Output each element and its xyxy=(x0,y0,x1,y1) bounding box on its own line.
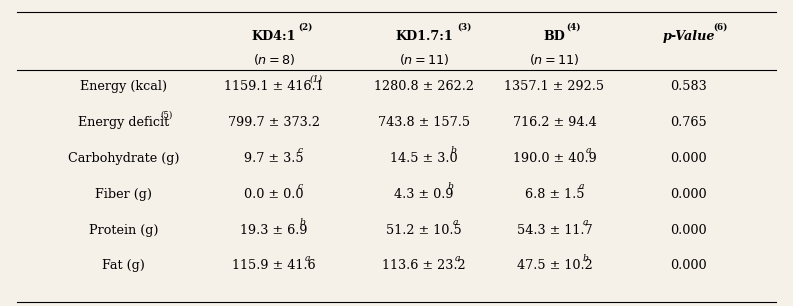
Text: 799.7 ± 373.2: 799.7 ± 373.2 xyxy=(228,116,320,129)
Text: (6): (6) xyxy=(714,22,728,31)
Text: 51.2 ± 10.5: 51.2 ± 10.5 xyxy=(386,223,462,237)
Text: (2): (2) xyxy=(298,22,312,31)
Text: $(n = 11)$: $(n = 11)$ xyxy=(529,51,580,66)
Text: KD4:1: KD4:1 xyxy=(251,30,297,43)
Text: b: b xyxy=(450,146,456,155)
Text: Fat (g): Fat (g) xyxy=(102,259,145,272)
Text: 1280.8 ± 262.2: 1280.8 ± 262.2 xyxy=(374,80,474,93)
Text: 14.5 ± 3.0: 14.5 ± 3.0 xyxy=(390,152,458,165)
Text: b: b xyxy=(583,254,588,263)
Text: c: c xyxy=(298,146,303,155)
Text: Carbohydrate (g): Carbohydrate (g) xyxy=(68,152,180,165)
Text: 6.8 ± 1.5: 6.8 ± 1.5 xyxy=(525,188,584,201)
Text: 4.3 ± 0.9: 4.3 ± 0.9 xyxy=(394,188,454,201)
Text: 115.9 ± 41.6: 115.9 ± 41.6 xyxy=(232,259,316,272)
Text: 0.000: 0.000 xyxy=(671,259,707,272)
Text: 716.2 ± 94.4: 716.2 ± 94.4 xyxy=(512,116,596,129)
Text: (1): (1) xyxy=(309,75,323,84)
Text: 0.583: 0.583 xyxy=(671,80,707,93)
Text: c: c xyxy=(298,182,303,191)
Text: Fiber (g): Fiber (g) xyxy=(95,188,152,201)
Text: 0.000: 0.000 xyxy=(671,152,707,165)
Text: a: a xyxy=(453,218,458,227)
Text: 1357.1 ± 292.5: 1357.1 ± 292.5 xyxy=(504,80,604,93)
Text: p-Value: p-Value xyxy=(663,30,715,43)
Text: Energy (kcal): Energy (kcal) xyxy=(80,80,167,93)
Text: b: b xyxy=(448,182,454,191)
Text: 0.000: 0.000 xyxy=(671,188,707,201)
Text: a: a xyxy=(455,254,460,263)
Text: 743.8 ± 157.5: 743.8 ± 157.5 xyxy=(378,116,470,129)
Text: 190.0 ± 40.9: 190.0 ± 40.9 xyxy=(512,152,596,165)
Text: 113.6 ± 23.2: 113.6 ± 23.2 xyxy=(382,259,466,272)
Text: Protein (g): Protein (g) xyxy=(89,223,159,237)
Text: a: a xyxy=(585,146,591,155)
Text: a: a xyxy=(305,254,310,263)
Text: (5): (5) xyxy=(160,110,172,120)
Text: 19.3 ± 6.9: 19.3 ± 6.9 xyxy=(240,223,308,237)
Text: (4): (4) xyxy=(566,22,580,31)
Text: $(n = 11)$: $(n = 11)$ xyxy=(399,51,450,66)
Text: a: a xyxy=(583,218,588,227)
Text: (3): (3) xyxy=(458,22,472,31)
Text: 0.765: 0.765 xyxy=(671,116,707,129)
Text: Energy deficit: Energy deficit xyxy=(79,116,170,129)
Text: a: a xyxy=(578,182,584,191)
Text: b: b xyxy=(300,218,306,227)
Text: 1159.1 ± 416.1: 1159.1 ± 416.1 xyxy=(224,80,324,93)
Text: KD1.7:1: KD1.7:1 xyxy=(395,30,453,43)
Text: 0.000: 0.000 xyxy=(671,223,707,237)
Text: 54.3 ± 11.7: 54.3 ± 11.7 xyxy=(517,223,592,237)
Text: $(n = 8)$: $(n = 8)$ xyxy=(253,51,295,66)
Text: 47.5 ± 10.2: 47.5 ± 10.2 xyxy=(517,259,592,272)
Text: BD: BD xyxy=(544,30,565,43)
Text: 9.7 ± 3.5: 9.7 ± 3.5 xyxy=(244,152,304,165)
Text: 0.0 ± 0.0: 0.0 ± 0.0 xyxy=(244,188,304,201)
